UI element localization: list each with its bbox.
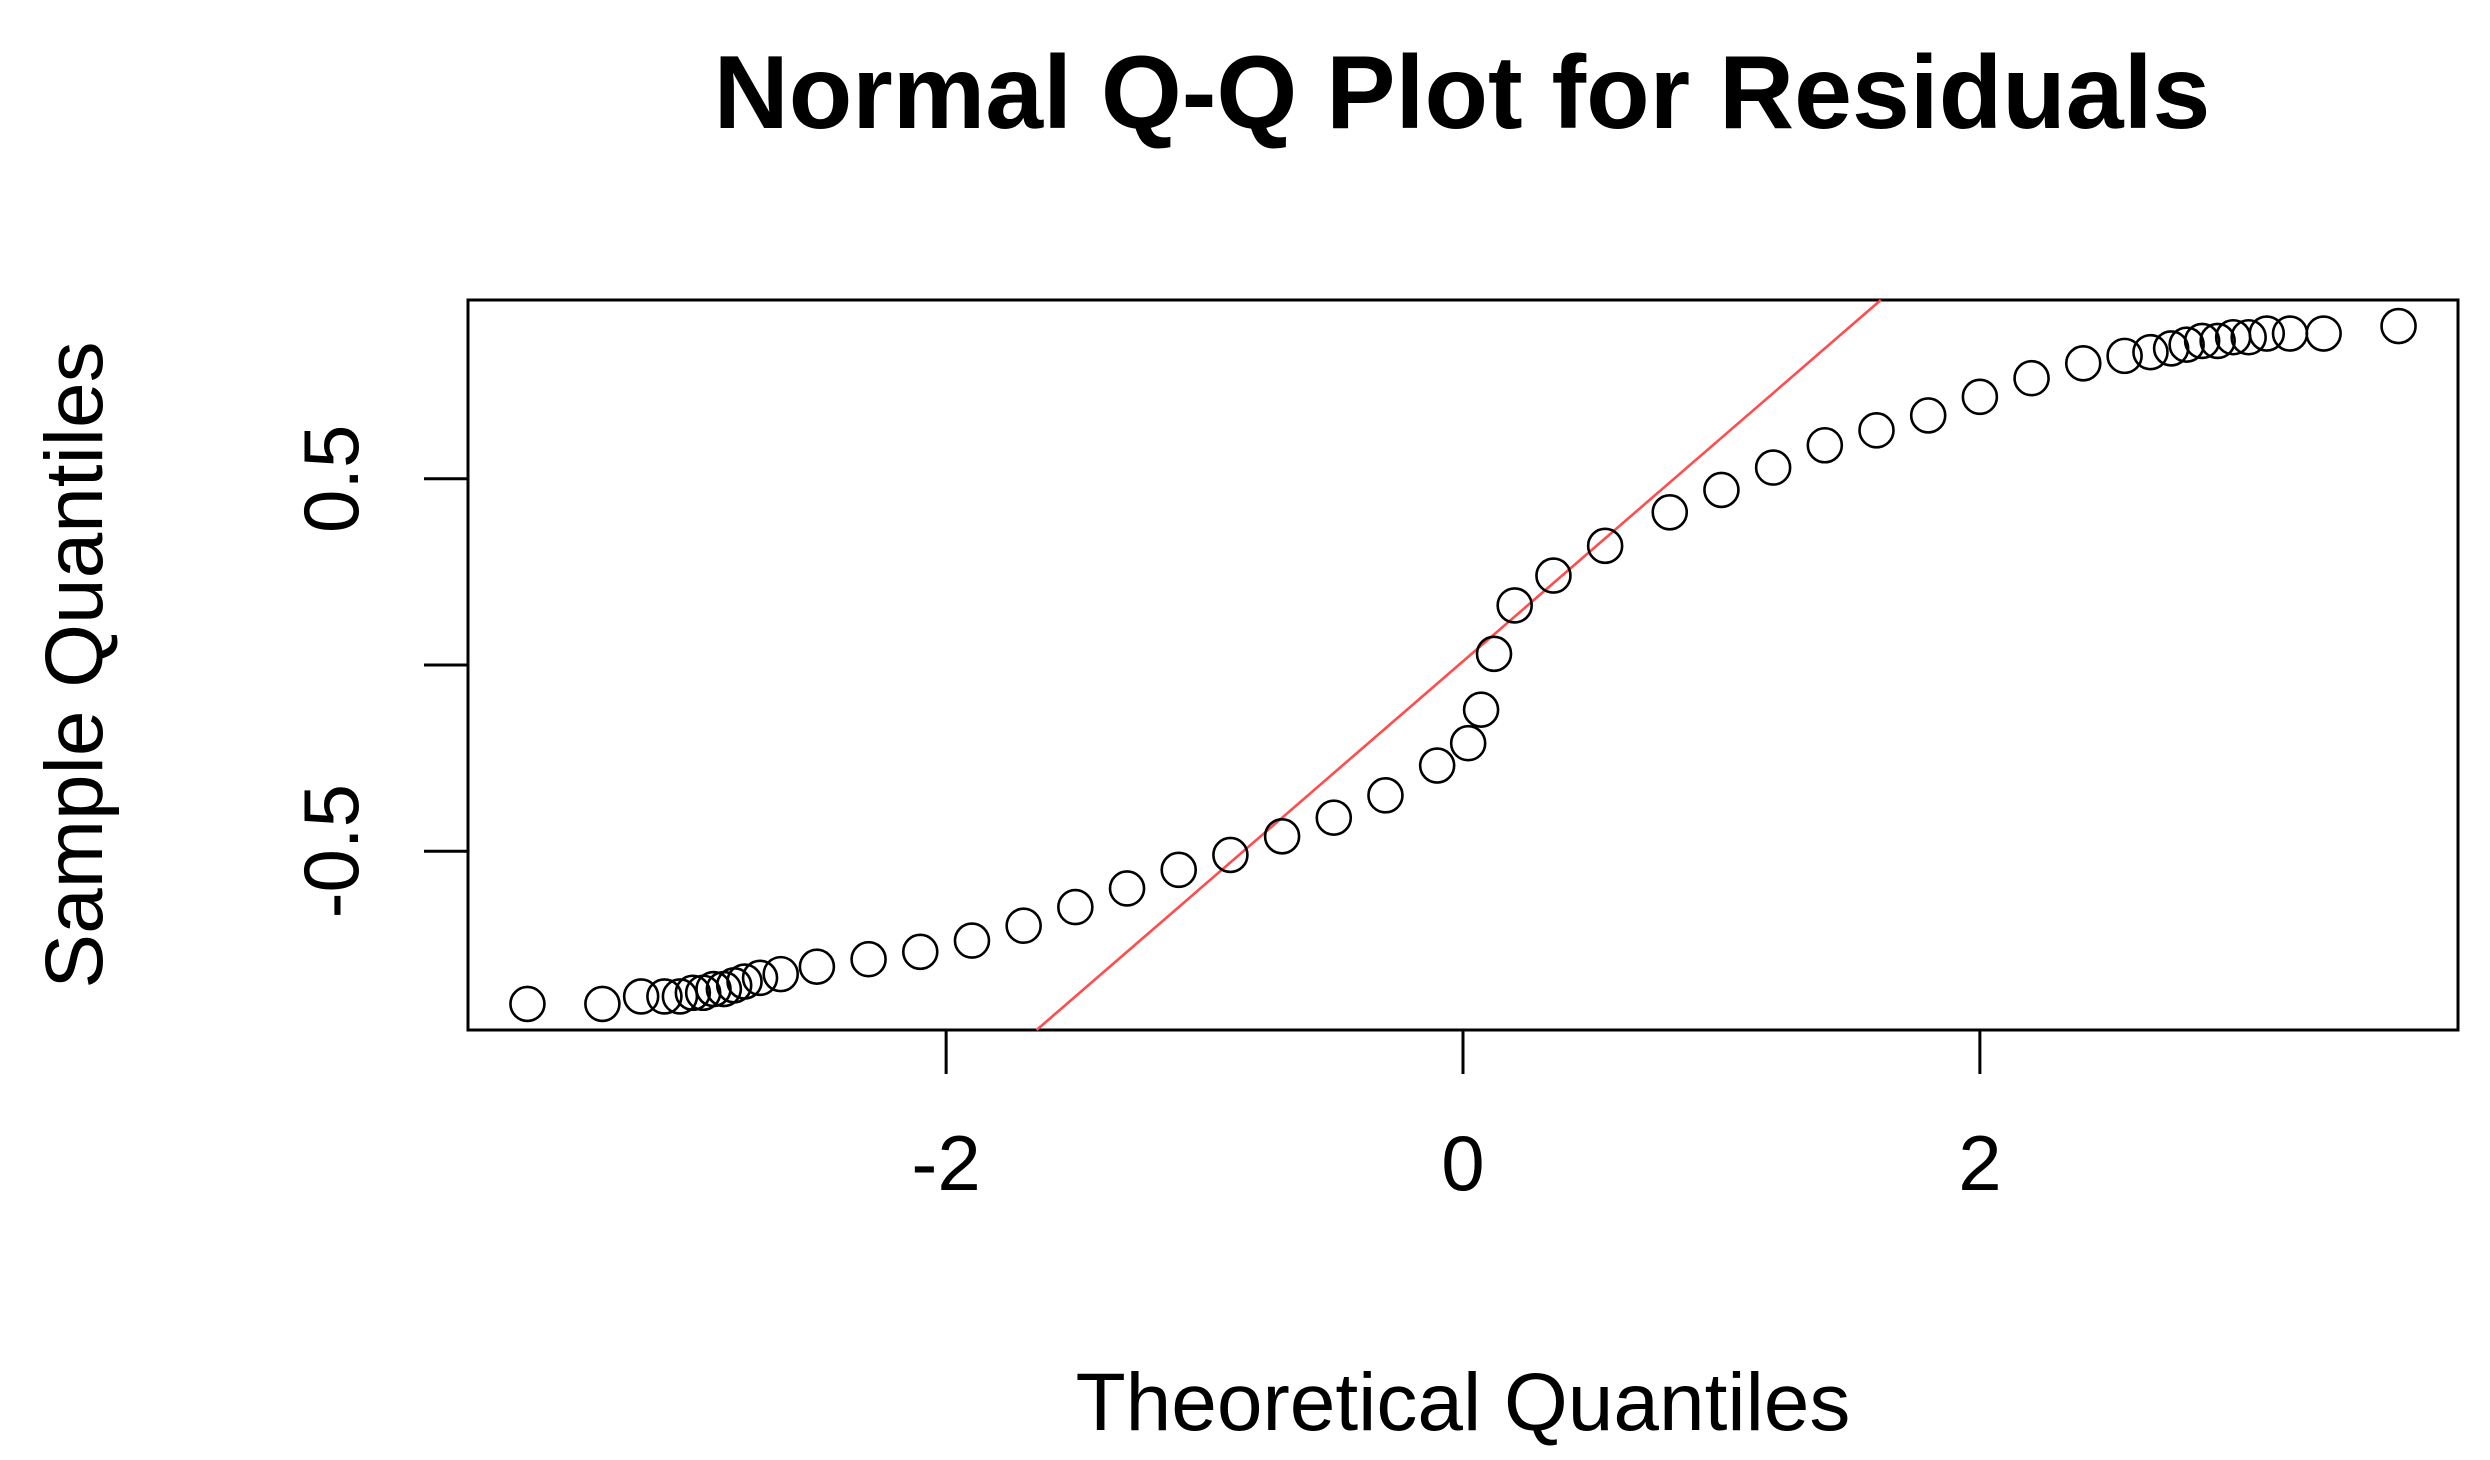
data-point bbox=[762, 955, 800, 993]
data-point bbox=[1858, 412, 1895, 449]
data-point bbox=[2230, 318, 2267, 356]
data-point bbox=[798, 948, 836, 985]
x-tick-label: 0 bbox=[1441, 1119, 1484, 1207]
y-axis: -0.5 0.5 bbox=[287, 425, 468, 918]
data-point bbox=[741, 959, 779, 997]
data-point bbox=[1496, 587, 1533, 624]
data-point bbox=[1754, 449, 1792, 486]
data-point bbox=[850, 940, 887, 978]
data-point bbox=[584, 985, 621, 1023]
data-point bbox=[661, 978, 699, 1015]
data-point bbox=[1160, 851, 1198, 889]
data-point bbox=[1475, 635, 1513, 673]
data-point bbox=[1212, 836, 1249, 874]
y-axis-label: Sample Quantiles bbox=[29, 341, 120, 988]
data-point bbox=[1961, 378, 1999, 416]
data-point bbox=[726, 963, 763, 1000]
data-point bbox=[2248, 315, 2286, 352]
data-point bbox=[2132, 333, 2169, 371]
data-point bbox=[1586, 527, 1624, 565]
x-tick-label: 2 bbox=[1958, 1119, 2001, 1207]
y-tick-label: 0.5 bbox=[287, 425, 375, 533]
reference-line bbox=[1035, 299, 1882, 1031]
data-point bbox=[1535, 557, 1572, 594]
plot-area-frame bbox=[466, 298, 2460, 1032]
data-point bbox=[1057, 888, 1094, 926]
x-axis: -2 0 2 bbox=[911, 1030, 2002, 1207]
data-point bbox=[2271, 315, 2309, 352]
data-point bbox=[1462, 691, 1500, 728]
data-point bbox=[1108, 870, 1146, 907]
data-point bbox=[2064, 345, 2102, 382]
x-axis-label: Theoretical Quantiles bbox=[1076, 1357, 1851, 1448]
data-point bbox=[953, 922, 991, 959]
data-points bbox=[509, 307, 2417, 1023]
data-point bbox=[622, 978, 660, 1015]
data-point bbox=[2106, 337, 2143, 375]
data-point bbox=[1367, 777, 1404, 814]
data-point bbox=[2305, 315, 2342, 352]
data-point bbox=[2199, 322, 2236, 360]
data-point bbox=[901, 933, 939, 971]
data-point bbox=[1263, 818, 1301, 855]
x-tick-label: -2 bbox=[911, 1119, 980, 1207]
data-point bbox=[674, 974, 712, 1012]
data-point bbox=[1806, 426, 1844, 464]
data-point bbox=[1703, 471, 1740, 509]
data-point bbox=[2168, 326, 2205, 363]
y-tick-label: -0.5 bbox=[287, 784, 375, 918]
data-point bbox=[509, 985, 546, 1023]
data-point bbox=[1418, 747, 1456, 784]
data-point bbox=[2183, 322, 2221, 360]
data-point bbox=[646, 978, 683, 1015]
reference-line-layer bbox=[1035, 299, 1882, 1031]
data-point bbox=[1315, 799, 1353, 837]
data-point bbox=[1449, 724, 1487, 762]
data-point bbox=[1651, 493, 1689, 531]
chart-title: Normal Q-Q Plot for Residuals bbox=[714, 35, 2211, 151]
data-point bbox=[2013, 359, 2050, 397]
data-point bbox=[1005, 907, 1042, 945]
data-point bbox=[2380, 307, 2417, 345]
data-point bbox=[1909, 397, 1947, 434]
